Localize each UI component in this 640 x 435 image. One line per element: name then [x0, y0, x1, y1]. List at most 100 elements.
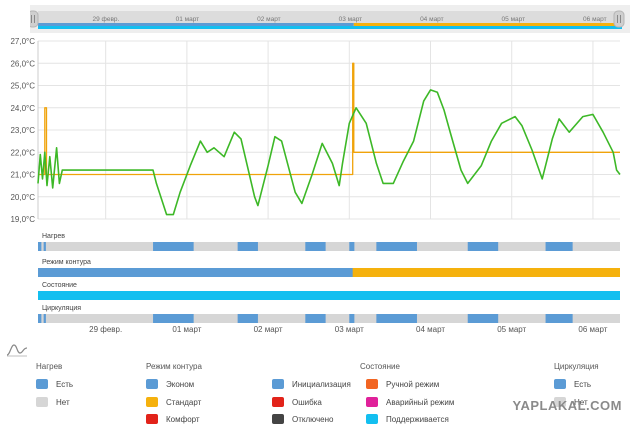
legend-label: Ошибка: [292, 397, 322, 407]
legend-state-supported[interactable]: Поддерживается: [366, 414, 449, 424]
legend-contour-mode-title: Режим контура: [146, 362, 202, 371]
legend-swatch: [36, 397, 48, 407]
status-bar-label: Состояние: [42, 282, 77, 289]
legend-mode-standard[interactable]: Стандарт: [146, 397, 201, 407]
navigator-tick-label: 29 февр.: [92, 16, 119, 23]
status-segment: [38, 242, 42, 251]
legend-mode-economy[interactable]: Эконом: [146, 379, 194, 389]
temperature-chart: 19,0°C 20,0°C 21,0°C 22,0°C 23,0°C 24,0°C 25,0…: [10, 37, 621, 334]
x-tick-label: 05 март: [497, 325, 526, 334]
y-tick-label: 23,0°C: [10, 126, 35, 135]
legend-swatch: [554, 397, 566, 407]
y-tick-label: 26,0°C: [10, 59, 35, 68]
status-bar-base: [38, 291, 620, 300]
legend-area: Нагрев Есть Нет Режим контура Эконом Ста…: [0, 337, 640, 435]
range-navigator[interactable]: 29 февр. 01 март 02 март 03 март 04 март 05 м…: [30, 5, 630, 33]
legend-label: Есть: [56, 379, 74, 389]
status-bar-base: [38, 268, 620, 277]
legend-label: Нет: [56, 397, 70, 407]
legend-circulation-title: Циркуляция: [554, 362, 599, 371]
navigator-tick-label: 05 март: [502, 16, 526, 23]
status-segment: [376, 242, 417, 251]
navigator-tick-label: 02 март: [257, 16, 281, 23]
status-segment: [237, 242, 258, 251]
legend-state-error[interactable]: Ошибка: [272, 397, 322, 407]
legend-swatch: [146, 414, 158, 424]
status-segment: [349, 242, 355, 251]
watermark: YAPLAKAL.COM: [512, 398, 622, 413]
legend-label: Есть: [574, 379, 592, 389]
status-segment: [237, 314, 258, 323]
legend-swatch: [146, 379, 158, 389]
legend-state-title: Состояние: [360, 362, 400, 371]
status-bar-label: Нагрев: [42, 233, 65, 240]
legend-label: Ручной режим: [386, 379, 440, 389]
status-segment: [43, 242, 46, 251]
navigator-mode-standard: [353, 23, 622, 26]
x-tick-label: 01 март: [172, 325, 201, 334]
legend-mode-comfort[interactable]: Комфорт: [146, 414, 200, 424]
navigator-tick-label: 01 март: [176, 16, 200, 23]
x-tick-label: 04 март: [416, 325, 445, 334]
x-tick-label: 29 февр.: [89, 325, 122, 334]
status-bar-label: Циркуляция: [42, 305, 81, 312]
legend-state-init[interactable]: Инициализация: [272, 379, 351, 389]
wave-icon[interactable]: [6, 343, 28, 357]
legend-circulation-no[interactable]: Нет: [554, 397, 588, 407]
legend-label: Аварийный режим: [386, 397, 455, 407]
actual-temperature-line: [37, 89, 621, 216]
status-segment: [153, 242, 194, 251]
setpoint-line: [38, 62, 620, 176]
legend-label: Отключено: [292, 414, 334, 424]
y-tick-label: 27,0°C: [10, 37, 35, 46]
legend-circulation-yes[interactable]: Есть: [554, 379, 591, 389]
legend-swatch: [272, 414, 284, 424]
status-bar-base: [38, 242, 620, 251]
y-tick-label: 20,0°C: [10, 193, 35, 202]
legend-swatch: [366, 379, 378, 389]
status-segment: [467, 242, 499, 251]
y-tick-label: 19,0°C: [10, 215, 35, 224]
legend-swatch: [554, 379, 566, 389]
navigator-tick-label: 04 март: [420, 16, 444, 23]
status-segment: [545, 314, 573, 323]
status-bar-label: Режим контура: [42, 259, 91, 266]
navigator-track: [38, 11, 622, 25]
status-segment: [38, 314, 42, 323]
legend-swatch: [146, 397, 158, 407]
y-tick-label: 25,0°C: [10, 82, 35, 91]
legend-state-manual[interactable]: Ручной режим: [366, 379, 439, 389]
x-tick-label: 03 март: [335, 325, 364, 334]
status-segment: [43, 314, 46, 323]
y-tick-label: 21,0°C: [10, 171, 35, 180]
navigator-tick-label: 03 март: [339, 16, 363, 23]
legend-label: Нет: [574, 397, 588, 407]
legend-heating-title: Нагрев: [36, 362, 63, 371]
status-segment: [352, 268, 620, 277]
status-bar-base: [38, 314, 620, 323]
status-segment: [376, 314, 417, 323]
status-segment: [153, 314, 194, 323]
legend-swatch: [366, 397, 378, 407]
legend-label: Поддерживается: [386, 414, 449, 424]
legend-heating-yes[interactable]: Есть: [36, 379, 73, 389]
y-tick-label: 22,0°C: [10, 148, 35, 157]
navigator-right-handle[interactable]: [613, 10, 625, 28]
legend-label: Эконом: [166, 379, 195, 389]
x-tick-label: 02 март: [254, 325, 283, 334]
legend-state-off[interactable]: Отключено: [272, 414, 333, 424]
status-segment: [467, 314, 499, 323]
navigator-state: [38, 26, 622, 29]
legend-state-emergency[interactable]: Аварийный режим: [366, 397, 454, 407]
legend-label: Инициализация: [292, 379, 351, 389]
legend-label: Стандарт: [166, 397, 202, 407]
y-tick-label: 24,0°C: [10, 104, 35, 113]
legend-swatch: [366, 414, 378, 424]
x-tick-label: 06 март: [578, 325, 607, 334]
legend-swatch: [36, 379, 48, 389]
status-segment: [349, 314, 355, 323]
status-segment: [545, 242, 573, 251]
legend-heating-no[interactable]: Нет: [36, 397, 70, 407]
legend-label: Комфорт: [166, 414, 200, 424]
legend-swatch: [272, 397, 284, 407]
